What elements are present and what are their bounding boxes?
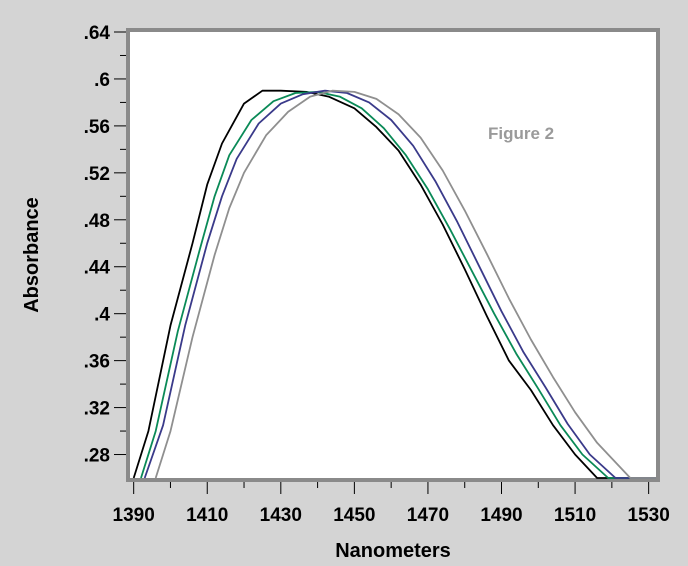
y-tick-label: .52 <box>84 164 110 185</box>
y-tick-label: .48 <box>84 211 110 232</box>
y-tick-label: .36 <box>84 352 110 373</box>
y-tick-label: .6 <box>94 70 110 91</box>
axis-ticks <box>114 31 650 494</box>
series-line-3 <box>143 89 656 479</box>
plot-area <box>126 28 660 482</box>
y-tick-label: .56 <box>84 117 110 138</box>
x-axis-title: Nanometers <box>335 540 451 562</box>
y-tick-label: .4 <box>94 305 110 326</box>
x-tick-label: 1470 <box>407 505 449 526</box>
y-tick-label: .28 <box>84 446 110 467</box>
x-tick-label: 1430 <box>260 505 302 526</box>
x-tick-label: 1530 <box>628 505 670 526</box>
y-tick-label: .44 <box>84 258 111 279</box>
series-lines <box>132 89 656 479</box>
series-line-2 <box>140 91 656 479</box>
y-axis-title: Absorbance <box>21 197 43 313</box>
x-tick-label: 1490 <box>480 505 522 526</box>
figure-label: Figure 2 <box>488 124 554 143</box>
y-tick-labels: .28 .32 .36 .4 .44 .48 .52 .56 .6 .64 <box>84 23 111 467</box>
y-tick-label: .32 <box>84 399 110 420</box>
series-line-4 <box>154 89 656 479</box>
x-tick-label: 1510 <box>554 505 596 526</box>
x-tick-label: 1450 <box>333 505 375 526</box>
x-tick-label: 1390 <box>113 505 155 526</box>
x-tick-labels: 1390 1410 1430 1450 1470 1490 1510 1530 <box>113 505 670 526</box>
y-tick-label: .64 <box>84 23 111 44</box>
x-tick-label: 1410 <box>186 505 228 526</box>
series-line-1 <box>132 89 656 479</box>
